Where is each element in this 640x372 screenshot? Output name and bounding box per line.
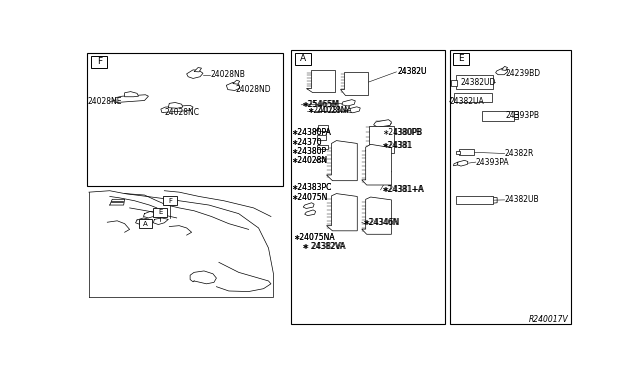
Polygon shape: [187, 70, 203, 78]
Bar: [154, 208, 167, 217]
Polygon shape: [161, 105, 193, 112]
Text: ∗24075NA: ∗24075NA: [293, 232, 335, 242]
Text: ∗24075N: ∗24075N: [291, 193, 328, 202]
Text: 24028NB: 24028NB: [211, 70, 246, 79]
Text: 24382U: 24382U: [397, 67, 427, 76]
Text: ∗24075N: ∗24075N: [291, 193, 328, 202]
Polygon shape: [365, 126, 394, 153]
Text: ∗24380P: ∗24380P: [291, 147, 326, 156]
Polygon shape: [502, 67, 508, 70]
Text: 24028NC: 24028NC: [164, 108, 199, 117]
Text: ∗24383PC: ∗24383PC: [291, 183, 332, 192]
Bar: [291, 50, 445, 324]
Polygon shape: [374, 120, 392, 127]
Text: A: A: [300, 54, 306, 63]
Polygon shape: [227, 83, 240, 90]
Bar: [454, 53, 469, 65]
Polygon shape: [342, 100, 355, 106]
Text: 24028NE: 24028NE: [88, 97, 122, 106]
Polygon shape: [305, 210, 316, 216]
Text: ∗24028N: ∗24028N: [291, 157, 328, 166]
Bar: [456, 151, 460, 154]
Text: ∗24381+A: ∗24381+A: [381, 185, 424, 194]
Text: E: E: [158, 209, 163, 215]
Bar: [456, 196, 493, 205]
Polygon shape: [457, 160, 468, 166]
Text: 24382UD: 24382UD: [461, 78, 496, 87]
Polygon shape: [495, 68, 508, 75]
Text: ∗ 24382VA: ∗ 24382VA: [302, 242, 345, 251]
Bar: [449, 50, 571, 324]
Text: ∗24075NA: ∗24075NA: [293, 232, 335, 242]
Text: F: F: [168, 198, 172, 204]
Text: ∗24381: ∗24381: [381, 141, 411, 150]
Text: ∗24346N: ∗24346N: [362, 218, 398, 227]
Text: ∗24028NA: ∗24028NA: [307, 106, 349, 115]
Text: ∗24380PB: ∗24380PB: [381, 128, 422, 137]
Bar: [317, 145, 328, 150]
Polygon shape: [303, 203, 314, 208]
Bar: [163, 196, 177, 205]
Polygon shape: [454, 162, 458, 166]
Polygon shape: [316, 157, 326, 162]
Text: 24382UA: 24382UA: [449, 97, 484, 106]
Text: A: A: [143, 221, 148, 227]
Polygon shape: [326, 193, 357, 231]
Polygon shape: [233, 80, 240, 84]
Text: ∗24380PB: ∗24380PB: [381, 128, 421, 137]
Polygon shape: [340, 72, 368, 95]
Polygon shape: [125, 92, 138, 97]
Text: R240017V: R240017V: [529, 315, 568, 324]
Bar: [482, 110, 514, 121]
Text: ∗25465M: ∗25465M: [302, 100, 339, 109]
Polygon shape: [116, 95, 148, 103]
Text: ∗24381+A: ∗24381+A: [381, 185, 422, 194]
Text: 24393PA: 24393PA: [476, 158, 509, 167]
Bar: [456, 75, 493, 89]
Bar: [88, 53, 284, 186]
Text: 24028ND: 24028ND: [236, 85, 271, 94]
Text: ∗24380P: ∗24380P: [291, 147, 326, 156]
Bar: [295, 53, 310, 65]
Polygon shape: [168, 103, 182, 108]
Text: E: E: [459, 54, 464, 63]
Bar: [92, 55, 108, 68]
Polygon shape: [326, 141, 357, 181]
Text: F: F: [97, 57, 102, 66]
Text: ∗24370: ∗24370: [291, 138, 322, 147]
Bar: [318, 125, 328, 131]
Text: 24382U: 24382U: [397, 67, 427, 76]
Text: ∗ 24028NA: ∗ 24028NA: [308, 106, 352, 115]
Bar: [454, 93, 492, 102]
Bar: [514, 116, 518, 119]
Text: 24393PB: 24393PB: [506, 111, 540, 120]
Bar: [451, 80, 457, 86]
Text: 24382R: 24382R: [504, 149, 534, 158]
Bar: [138, 219, 152, 228]
Bar: [459, 149, 474, 155]
Text: ∗25465M: ∗25465M: [301, 100, 339, 109]
Text: 24239BD: 24239BD: [506, 69, 541, 78]
Polygon shape: [347, 107, 360, 113]
Polygon shape: [194, 68, 202, 72]
Text: ∗24381: ∗24381: [381, 141, 412, 150]
Bar: [514, 114, 518, 116]
Text: ∗24346N: ∗24346N: [363, 218, 399, 227]
Polygon shape: [362, 144, 392, 185]
Text: ∗24380PA: ∗24380PA: [291, 128, 331, 137]
Bar: [514, 111, 518, 114]
Text: ∗24028N: ∗24028N: [291, 157, 328, 166]
Polygon shape: [362, 197, 392, 234]
Bar: [317, 135, 326, 140]
Text: ∗24383PC: ∗24383PC: [291, 183, 332, 192]
Text: ∗ 24382VA: ∗ 24382VA: [303, 242, 346, 251]
Text: ∗24370: ∗24370: [291, 138, 322, 147]
Polygon shape: [306, 70, 335, 92]
Text: ∗24380PA: ∗24380PA: [291, 128, 331, 137]
Text: 24382UB: 24382UB: [504, 195, 540, 204]
